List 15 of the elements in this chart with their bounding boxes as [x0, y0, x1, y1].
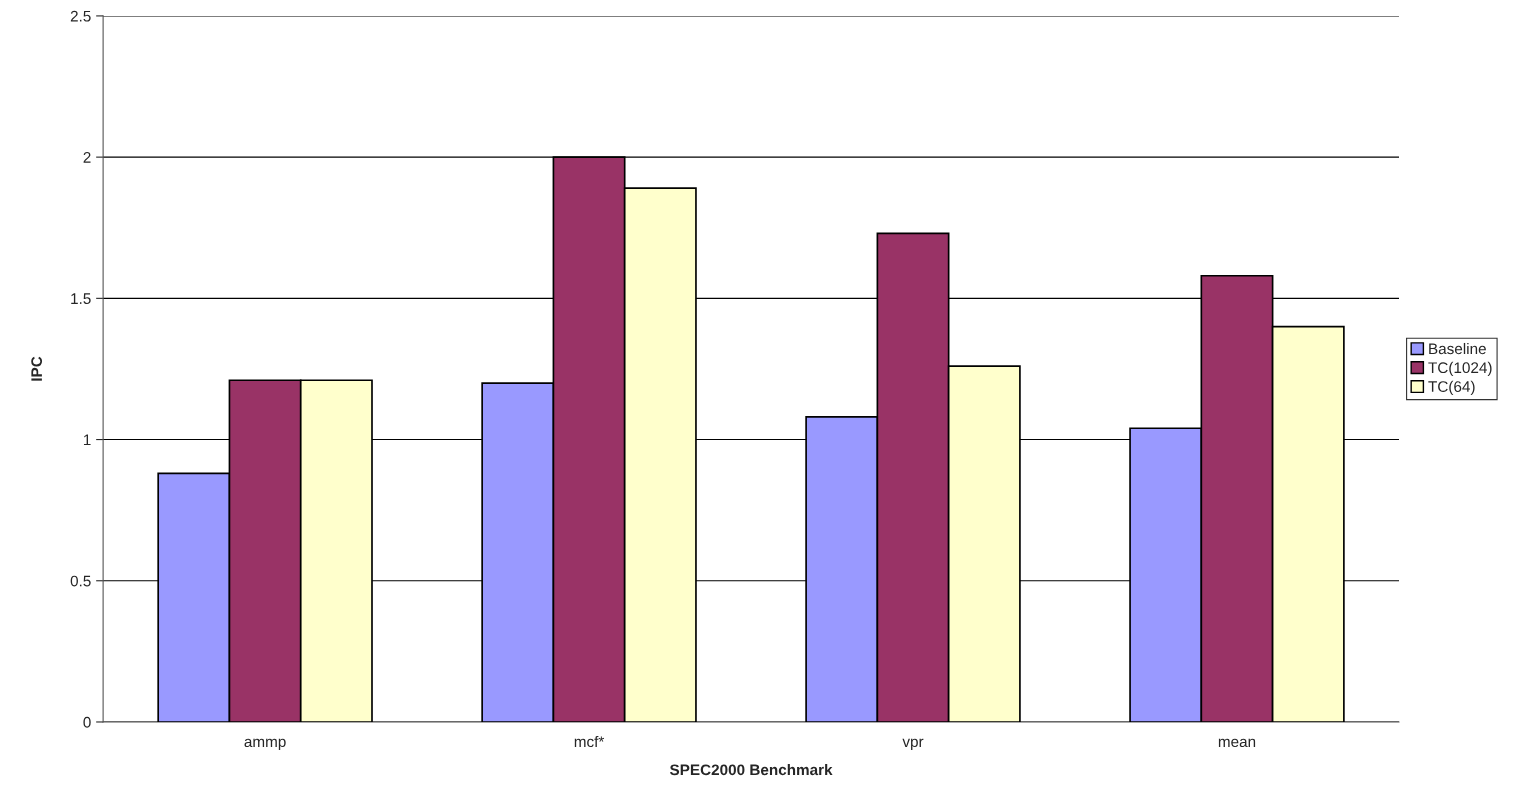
- y-tick-label: 0: [83, 716, 91, 728]
- legend-label: Baseline: [1429, 342, 1486, 355]
- y-tick-label: 2.5: [70, 10, 91, 22]
- x-axis-title: SPEC2000 Benchmark: [669, 763, 833, 776]
- legend-label: TC(64): [1428, 380, 1475, 396]
- x-tick-label: mcf*: [574, 735, 605, 748]
- y-tick-label: 0.5: [70, 575, 91, 587]
- x-tick-label: ammp: [244, 738, 286, 751]
- x-tick-label: mean: [1218, 738, 1256, 748]
- y-tick-label: 1: [83, 434, 91, 446]
- y-tick-label: 2: [83, 152, 91, 163]
- y-axis-title: IPC: [31, 356, 43, 381]
- x-tick-label: vpr: [902, 738, 924, 751]
- legend-label: TC(1024): [1428, 361, 1492, 377]
- y-tick-label: 1.5: [71, 293, 91, 305]
